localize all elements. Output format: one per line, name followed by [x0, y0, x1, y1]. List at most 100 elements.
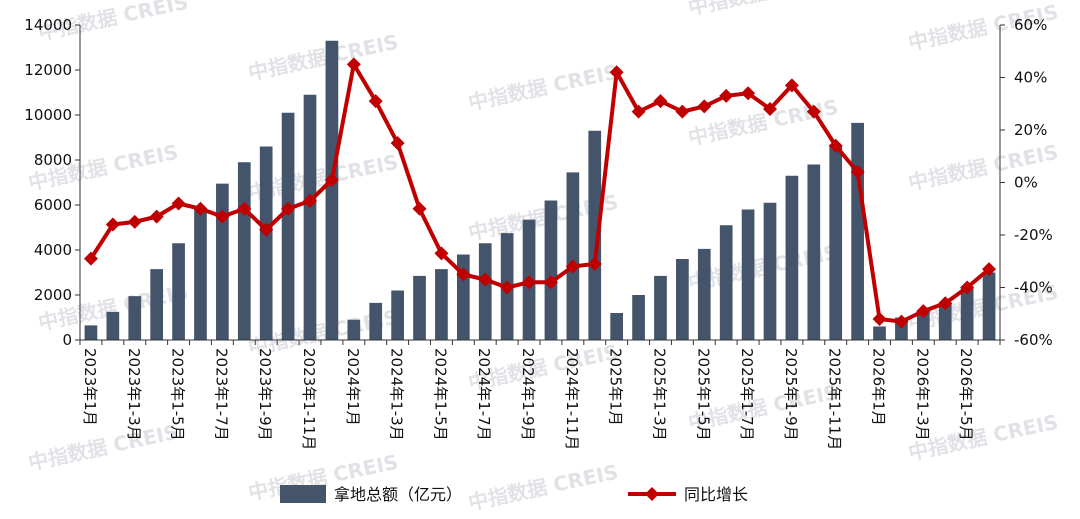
x-tick-label: 2025年1-5月 — [694, 348, 712, 441]
line-point — [259, 222, 274, 237]
line-point — [324, 172, 339, 187]
bar — [829, 145, 843, 341]
bar — [938, 302, 952, 341]
bar — [632, 295, 645, 340]
line-point — [982, 262, 997, 277]
line-point — [149, 209, 164, 224]
line-point — [522, 275, 537, 290]
x-tick-label: 2024年1-5月 — [431, 348, 449, 441]
x-tick-label: 2026年1-3月 — [913, 348, 931, 441]
y-right-tick-label: 20% — [1014, 121, 1047, 139]
legend-line-label: 同比增长 — [684, 485, 748, 504]
line-point — [237, 201, 252, 216]
line-point — [784, 78, 799, 93]
line-point — [697, 99, 712, 114]
bar — [916, 310, 930, 340]
x-tick-label: 2025年1-7月 — [738, 348, 756, 441]
bar — [851, 122, 864, 341]
line-point — [412, 201, 427, 216]
x-tick-label: 2025年1-11月 — [826, 348, 844, 450]
line-point — [281, 201, 296, 216]
watermark-text: 中指数据 CREIS — [686, 0, 840, 20]
bar — [719, 225, 733, 340]
line-point — [938, 296, 953, 311]
line-series — [83, 57, 997, 329]
bar — [982, 272, 996, 340]
bar — [281, 112, 295, 340]
line-point — [631, 104, 646, 119]
bar — [566, 172, 580, 341]
x-tick-label: 2025年1月 — [607, 348, 625, 426]
x-tick-label: 2023年1-11月 — [300, 348, 318, 450]
bar — [150, 269, 164, 341]
line-point — [83, 251, 98, 266]
line-point — [587, 256, 602, 271]
watermark-text: 中指数据 CREIS — [246, 30, 400, 85]
bar — [785, 175, 799, 340]
bar — [347, 319, 361, 340]
bar — [413, 275, 426, 341]
x-tick-label: 2025年1-9月 — [782, 348, 800, 441]
y-left-tick-label: 10000 — [24, 106, 72, 124]
x-tick-label: 2026年1月 — [870, 348, 888, 426]
line-point — [675, 104, 690, 119]
line-point — [303, 193, 317, 208]
line-point — [478, 272, 493, 287]
x-axis-labels: 2023年1月 2023年1-3月 2023年1-5月 2023年1-7月 2023年1… — [81, 348, 975, 450]
line-point — [127, 214, 142, 229]
x-tick-label: 2023年1月 — [81, 348, 99, 426]
bar — [741, 209, 755, 340]
line-point — [456, 267, 471, 282]
x-tick-label: 2024年1-11月 — [563, 348, 581, 450]
line-point — [434, 246, 449, 261]
bar — [676, 259, 689, 340]
x-tick-label: 2023年1-3月 — [125, 348, 143, 441]
bar — [194, 209, 207, 340]
bar — [456, 254, 470, 340]
y-right-tick-label: -20% — [1014, 226, 1053, 244]
bar — [303, 94, 317, 340]
x-tick-label: 2023年1-7月 — [212, 348, 230, 441]
bar — [216, 183, 229, 341]
bar — [106, 311, 120, 341]
bar — [544, 200, 558, 340]
bar — [128, 296, 142, 341]
line-point — [960, 280, 975, 295]
line-point — [609, 65, 624, 80]
line-point — [763, 102, 777, 116]
bar — [259, 146, 273, 340]
y-left-tick-label: 12000 — [24, 61, 72, 79]
line-point — [543, 275, 558, 290]
line-point — [806, 104, 821, 119]
line-point — [916, 304, 931, 319]
line-point — [565, 259, 580, 274]
legend: 拿地总额（亿元） 同比增长 — [280, 485, 748, 504]
legend-line-marker — [645, 487, 659, 501]
y-left-tick-label: 0 — [62, 331, 72, 349]
x-tick-label: 2024年1-3月 — [388, 348, 406, 441]
y-left-tick-label: 14000 — [24, 16, 72, 34]
legend-bar-label: 拿地总额（亿元） — [334, 485, 462, 504]
bar-series — [84, 40, 996, 341]
y-left-tick-label: 4000 — [34, 241, 72, 259]
x-tick-label: 2024年1月 — [344, 348, 362, 426]
bar — [654, 275, 667, 341]
bar — [84, 325, 98, 341]
line-point — [105, 217, 120, 232]
y-right-tick-label: -40% — [1014, 279, 1053, 297]
x-tick-label: 2023年1-9月 — [256, 348, 274, 441]
bar — [873, 326, 886, 340]
legend-bar-swatch — [280, 485, 326, 503]
line-point — [171, 196, 186, 211]
bar — [610, 313, 624, 340]
left-y-axis: 0 2000 4000 6000 8000 10000 12000 14000 — [24, 16, 80, 349]
y-right-tick-label: 60% — [1014, 16, 1047, 34]
y-right-tick-label: -60% — [1014, 331, 1053, 349]
y-left-tick-label: 8000 — [34, 151, 72, 169]
line-point — [500, 280, 515, 295]
line-point — [346, 57, 361, 72]
line-point — [741, 86, 756, 101]
y-right-tick-label: 0% — [1014, 174, 1038, 192]
line-point — [719, 88, 734, 103]
